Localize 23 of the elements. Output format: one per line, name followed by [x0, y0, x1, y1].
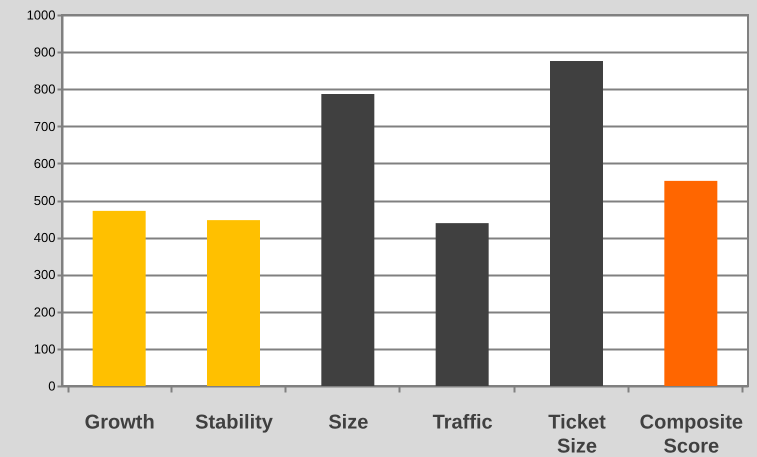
y-tick-label: 200 — [34, 304, 56, 320]
x-tick-label: Size — [328, 412, 368, 434]
bar — [207, 220, 260, 386]
y-tick-label: 0 — [48, 378, 56, 394]
y-tick-label: 500 — [34, 193, 56, 208]
y-tick-label: 300 — [34, 267, 56, 282]
y-tick-label: 600 — [34, 156, 56, 171]
y-tick-label: 1000 — [26, 8, 56, 22]
x-tick-label: Stability — [195, 412, 274, 434]
y-tick-label: 800 — [34, 82, 56, 97]
x-tick-label: Growth — [84, 412, 155, 434]
bar — [550, 61, 603, 386]
x-tick-label: Ticket Size — [548, 412, 606, 457]
bar — [664, 180, 718, 386]
bar — [436, 223, 489, 386]
bar — [321, 94, 374, 386]
y-tick-label: 900 — [34, 44, 56, 60]
bar — [92, 210, 146, 386]
x-tick-label: Traffic — [432, 412, 493, 434]
x-tick-label: Composite Score — [640, 412, 744, 457]
y-tick-label: 100 — [34, 341, 56, 356]
y-tick-label: 400 — [34, 230, 56, 246]
y-tick-label: 700 — [34, 118, 56, 134]
